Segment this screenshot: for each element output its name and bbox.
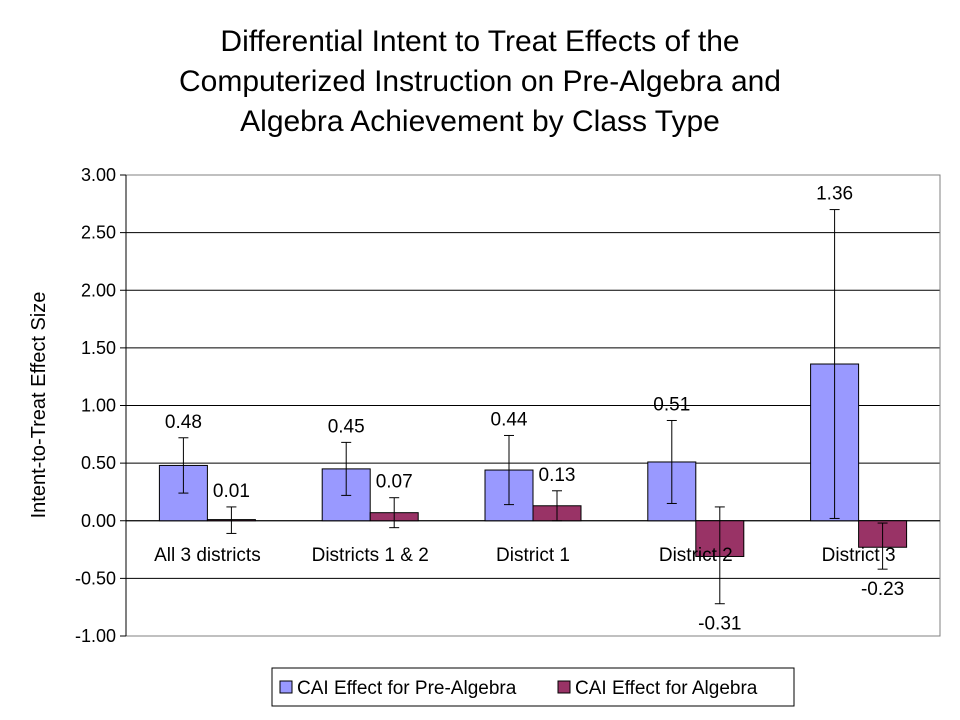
y-tick-label: 0.00 [81, 511, 116, 531]
chart-title-line-3: Algebra Achievement by Class Type [240, 105, 720, 138]
category-label: District 1 [496, 545, 570, 566]
y-tick-label: 1.50 [81, 338, 116, 358]
data-label: 0.48 [165, 412, 202, 433]
data-label: 0.01 [213, 481, 250, 502]
category-label: All 3 districts [154, 545, 261, 566]
data-label: -0.23 [861, 579, 904, 600]
y-tick-label: 0.50 [81, 453, 116, 473]
chart-title-line-1: Differential Intent to Treat Effects of … [220, 25, 740, 58]
y-tick-label: 2.50 [81, 223, 116, 243]
data-label: 0.51 [653, 394, 690, 415]
chart-title-line-2: Computerized Instruction on Pre-Algebra … [179, 65, 781, 98]
data-label: 0.44 [491, 409, 528, 430]
y-tick-label: 2.00 [81, 280, 116, 300]
y-tick-label: -1.00 [75, 626, 116, 646]
legend: CAI Effect for Pre-Algebra CAI Effect for… [271, 667, 795, 707]
data-label: -0.31 [698, 614, 741, 635]
y-tick-label: 3.00 [81, 165, 116, 185]
legend-label: CAI Effect for Pre-Algebra [297, 678, 517, 699]
data-label: 0.13 [539, 465, 576, 486]
data-label: 0.07 [376, 472, 413, 493]
category-label: District 3 [822, 545, 896, 566]
y-axis-label: Intent-to-Treat Effect Size [28, 292, 50, 519]
data-label: 0.45 [328, 416, 365, 437]
chart-title: Differential Intent to Treat Effects of … [60, 22, 900, 142]
category-label: Districts 1 & 2 [312, 545, 429, 566]
y-tick-label: -0.50 [75, 568, 116, 588]
error-bars [178, 209, 888, 605]
category-labels: All 3 districts Districts 1 & 2 District 1… [154, 545, 895, 566]
bars [158, 363, 908, 557]
legend-box [271, 667, 795, 707]
data-labels: 0.48 0.01 0.45 0.07 0.44 0.13 0.51 -0.31 1.36 -0.… [165, 184, 904, 635]
legend-swatch [557, 680, 571, 694]
y-axis-ticks: 3.00 2.50 2.00 1.50 1.00 0.50 0.00 -0.50 -1.00 [75, 165, 126, 646]
y-tick-label: 1.00 [81, 396, 116, 416]
legend-label: CAI Effect for Algebra [575, 678, 758, 699]
category-label: District 2 [659, 545, 733, 566]
legend-swatch [279, 680, 293, 694]
data-label: 1.36 [816, 184, 853, 205]
